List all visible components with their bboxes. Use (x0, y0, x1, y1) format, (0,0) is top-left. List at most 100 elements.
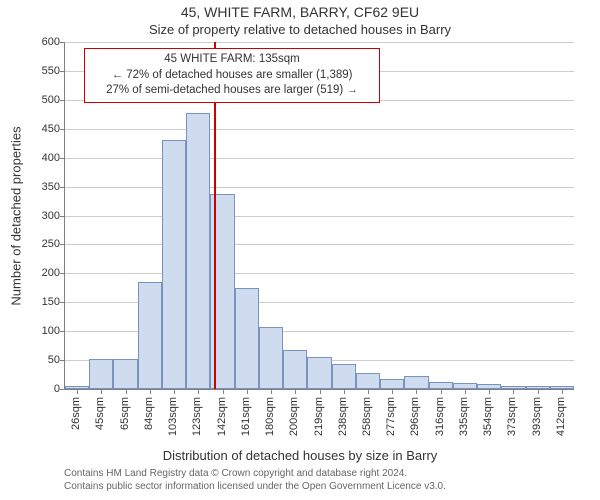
x-tick-mark (562, 389, 563, 394)
x-tick-mark (174, 389, 175, 394)
x-tick-label: 142sqm (216, 397, 228, 436)
x-tick-mark (392, 389, 393, 394)
histogram-bar (429, 382, 453, 389)
histogram-bar (307, 357, 331, 389)
x-tick-label: 335sqm (458, 397, 470, 436)
x-tick-label: 393sqm (531, 397, 543, 436)
x-tick-mark (513, 389, 514, 394)
footer-line-1: Contains HM Land Registry data © Crown c… (64, 468, 574, 479)
histogram-bar (356, 373, 380, 389)
y-tick-label: 0 (20, 383, 60, 395)
x-tick-label: 123sqm (191, 397, 203, 436)
y-tick-mark (60, 71, 65, 72)
x-tick-mark (416, 389, 417, 394)
y-tick-label: 450 (20, 123, 60, 135)
plot-area: 45 WHITE FARM: 135sqm ← 72% of detached … (64, 42, 574, 390)
x-tick-label: 200sqm (288, 397, 300, 436)
y-tick-mark (60, 244, 65, 245)
y-tick-label: 150 (20, 296, 60, 308)
grid-line (65, 273, 574, 274)
chart-title: 45, WHITE FARM, BARRY, CF62 9EU (0, 4, 600, 20)
y-tick-mark (60, 216, 65, 217)
grid-line (65, 244, 574, 245)
x-tick-label: 238sqm (337, 397, 349, 436)
x-axis-label: Distribution of detached houses by size … (0, 448, 600, 463)
x-tick-label: 161sqm (240, 397, 252, 436)
x-tick-mark (441, 389, 442, 394)
histogram-bar (138, 282, 162, 389)
y-tick-label: 550 (20, 65, 60, 77)
histogram-bar (162, 140, 186, 389)
x-tick-label: 84sqm (143, 397, 155, 430)
x-tick-label: 316sqm (434, 397, 446, 436)
histogram-bar (404, 376, 428, 389)
grid-line (65, 129, 574, 130)
grid-line (65, 187, 574, 188)
x-tick-label: 373sqm (506, 397, 518, 436)
x-tick-mark (489, 389, 490, 394)
x-tick-label: 45sqm (94, 397, 106, 430)
x-tick-label: 26sqm (70, 397, 82, 430)
y-tick-label: 500 (20, 94, 60, 106)
grid-line (65, 42, 574, 43)
x-tick-mark (320, 389, 321, 394)
y-tick-label: 100 (20, 325, 60, 337)
x-tick-mark (271, 389, 272, 394)
histogram-bar (235, 288, 259, 389)
grid-line (65, 158, 574, 159)
histogram-bar (113, 359, 137, 389)
grid-line (65, 216, 574, 217)
x-tick-mark (150, 389, 151, 394)
histogram-bar (380, 379, 404, 389)
y-tick-mark (60, 389, 65, 390)
annotation-line-2: ← 72% of detached houses are smaller (1,… (91, 68, 373, 84)
y-tick-label: 400 (20, 152, 60, 164)
y-tick-label: 200 (20, 267, 60, 279)
x-tick-label: 180sqm (264, 397, 276, 436)
chart-container: 45, WHITE FARM, BARRY, CF62 9EU Size of … (0, 0, 600, 500)
y-tick-mark (60, 273, 65, 274)
annotation-box: 45 WHITE FARM: 135sqm ← 72% of detached … (84, 48, 380, 103)
y-tick-label: 600 (20, 36, 60, 48)
x-tick-mark (223, 389, 224, 394)
x-tick-label: 354sqm (482, 397, 494, 436)
x-tick-mark (77, 389, 78, 394)
y-tick-mark (60, 100, 65, 101)
x-tick-mark (247, 389, 248, 394)
histogram-bar (186, 113, 210, 389)
y-tick-label: 300 (20, 210, 60, 222)
x-tick-label: 103sqm (167, 397, 179, 436)
footer-line-2: Contains public sector information licen… (64, 481, 574, 492)
histogram-bar (259, 327, 283, 389)
histogram-bar (89, 359, 113, 389)
x-tick-mark (465, 389, 466, 394)
y-tick-label: 50 (20, 354, 60, 366)
x-tick-mark (538, 389, 539, 394)
x-tick-label: 296sqm (409, 397, 421, 436)
x-tick-label: 219sqm (313, 397, 325, 436)
x-tick-label: 258sqm (361, 397, 373, 436)
annotation-line-3: 27% of semi-detached houses are larger (… (91, 83, 373, 99)
x-tick-label: 412sqm (555, 397, 567, 436)
y-tick-label: 350 (20, 181, 60, 193)
y-tick-mark (60, 360, 65, 361)
histogram-bar (332, 364, 356, 389)
x-tick-label: 277sqm (385, 397, 397, 436)
x-tick-mark (344, 389, 345, 394)
x-tick-mark (368, 389, 369, 394)
histogram-bar (283, 350, 307, 389)
annotation-line-1: 45 WHITE FARM: 135sqm (91, 52, 373, 68)
y-tick-mark (60, 187, 65, 188)
x-tick-mark (126, 389, 127, 394)
y-tick-mark (60, 129, 65, 130)
x-tick-mark (198, 389, 199, 394)
y-tick-mark (60, 158, 65, 159)
x-tick-label: 65sqm (119, 397, 131, 430)
x-tick-mark (101, 389, 102, 394)
chart-subtitle: Size of property relative to detached ho… (0, 22, 600, 37)
y-tick-mark (60, 42, 65, 43)
y-tick-label: 250 (20, 238, 60, 250)
x-tick-mark (295, 389, 296, 394)
y-tick-mark (60, 331, 65, 332)
y-tick-mark (60, 302, 65, 303)
